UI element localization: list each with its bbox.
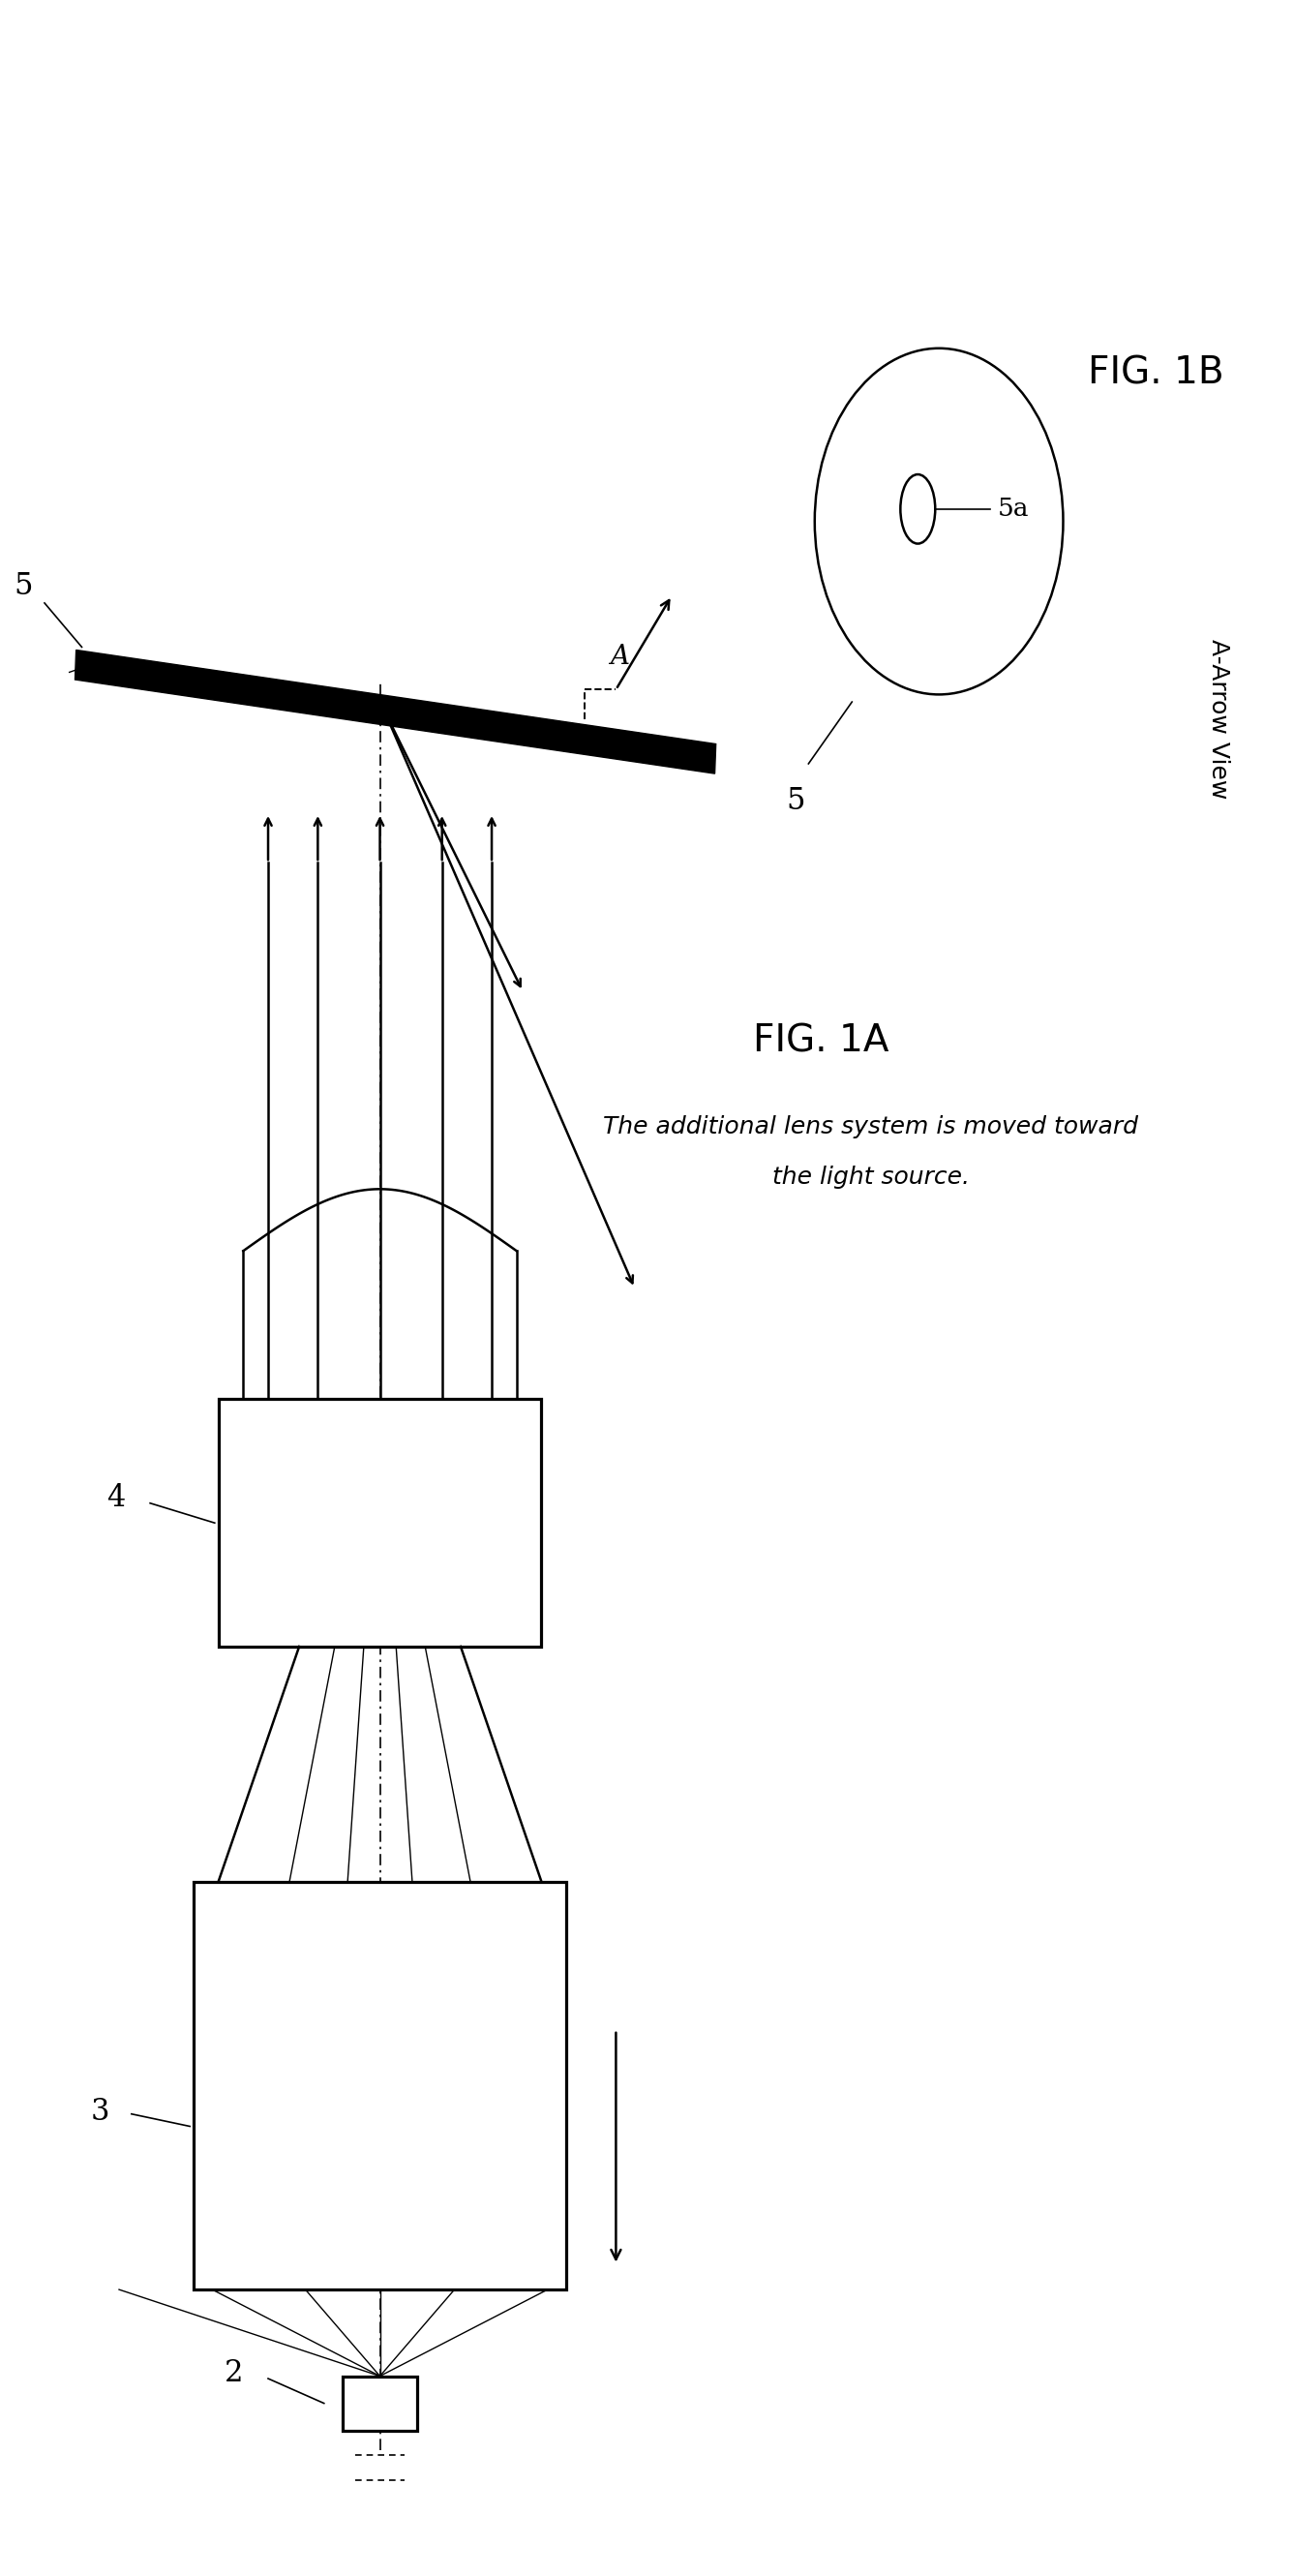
Text: A: A — [609, 644, 629, 670]
Text: 4: 4 — [106, 1484, 126, 1512]
Circle shape — [901, 474, 936, 544]
Text: 2: 2 — [224, 2360, 243, 2388]
Bar — [194, 1880, 567, 2290]
Text: 5: 5 — [14, 572, 32, 600]
Bar — [343, 2375, 417, 2432]
Text: A-Arrow View: A-Arrow View — [1207, 639, 1231, 799]
Bar — [219, 1399, 541, 1646]
Text: 3: 3 — [91, 2097, 109, 2128]
Text: 5: 5 — [787, 786, 805, 817]
Text: The additional lens system is moved toward: The additional lens system is moved towa… — [603, 1115, 1139, 1139]
Ellipse shape — [815, 348, 1064, 696]
Text: FIG. 1A: FIG. 1A — [753, 1023, 889, 1059]
Text: 5a: 5a — [998, 497, 1029, 520]
Text: FIG. 1B: FIG. 1B — [1088, 355, 1224, 392]
Polygon shape — [75, 649, 716, 773]
Text: the light source.: the light source. — [773, 1164, 969, 1188]
